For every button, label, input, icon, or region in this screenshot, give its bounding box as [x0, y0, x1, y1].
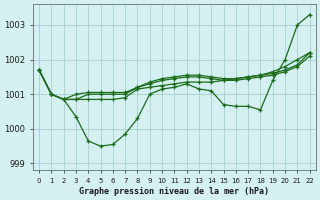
X-axis label: Graphe pression niveau de la mer (hPa): Graphe pression niveau de la mer (hPa) — [79, 187, 269, 196]
